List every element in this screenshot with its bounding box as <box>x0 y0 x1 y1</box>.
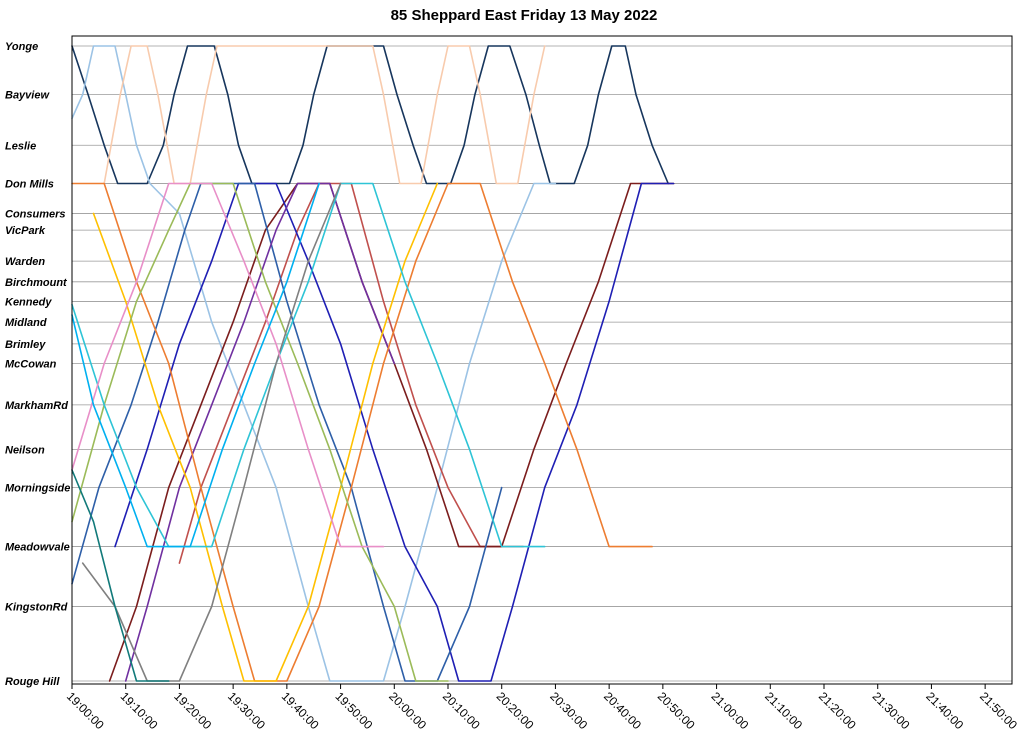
tick-label-1: 19:10:00 <box>118 689 161 732</box>
tick-label-3: 19:30:00 <box>225 689 268 732</box>
series-line-1 <box>71 45 557 682</box>
series-line-8 <box>71 182 653 682</box>
series-line-10 <box>71 182 449 682</box>
stop-label-vicpark: VicPark <box>5 225 46 237</box>
tick-label-5: 19:50:00 <box>332 689 375 732</box>
series-line-9 <box>92 182 439 682</box>
stop-label-meadowvale: Meadowvale <box>5 542 70 554</box>
tick-label-13: 21:10:00 <box>762 689 805 732</box>
series-line-12 <box>81 182 342 682</box>
stop-label-warden: Warden <box>5 256 45 268</box>
stop-label-bayview: Bayview <box>5 90 50 102</box>
tick-label-7: 20:10:00 <box>440 689 483 732</box>
series-group <box>71 45 675 682</box>
series-line-14 <box>71 469 170 682</box>
stop-label-birchmount: Birchmount <box>5 277 68 289</box>
tick-label-16: 21:40:00 <box>923 689 966 732</box>
tick-label-9: 20:30:00 <box>547 689 590 732</box>
tick-label-10: 20:40:00 <box>601 689 644 732</box>
tick-label-6: 20:00:00 <box>386 689 429 732</box>
stop-label-don-mills: Don Mills <box>5 179 54 191</box>
series-line-0 <box>71 45 670 185</box>
stop-label-midland: Midland <box>5 317 47 329</box>
series-line-3 <box>178 182 525 564</box>
stop-label-mccowan: McCowan <box>5 359 57 371</box>
tick-label-15: 21:30:00 <box>870 689 913 732</box>
stop-label-markhamrd: MarkhamRd <box>5 400 68 412</box>
stop-label-leslie: Leslie <box>5 140 36 152</box>
stop-label-morningside: Morningside <box>5 483 70 495</box>
stop-label-neilson: Neilson <box>5 444 45 456</box>
series-line-15 <box>71 182 320 548</box>
stop-label-rouge-hill: Rouge Hill <box>5 676 60 688</box>
tick-label-8: 20:20:00 <box>494 689 537 732</box>
series-line-5 <box>114 182 675 682</box>
stop-label-brimley: Brimley <box>5 339 46 351</box>
time-axis: 19:00:00 19:10:00 19:20:00 19:30:00 19:40:00… <box>64 684 1020 732</box>
tick-label-2: 19:20:00 <box>171 689 214 732</box>
chart-title: 85 Sheppard East Friday 13 May 2022 <box>391 7 658 24</box>
series-line-13 <box>71 182 385 548</box>
gridlines <box>72 45 1012 682</box>
tick-label-4: 19:40:00 <box>279 689 322 732</box>
series-line-2 <box>103 45 546 185</box>
tick-label-17: 21:50:00 <box>977 689 1020 732</box>
stop-label-kennedy: Kennedy <box>5 296 52 308</box>
stop-label-yonge: Yonge <box>5 41 38 53</box>
series-line-11 <box>71 182 546 548</box>
stop-label-kingstonrd: KingstonRd <box>5 602 68 614</box>
tick-label-12: 21:00:00 <box>708 689 751 732</box>
stop-labels: Yonge Bayview Leslie Don Mills Consumers VicP… <box>5 41 70 688</box>
plot-area <box>71 35 1013 685</box>
tick-label-0: 19:00:00 <box>64 689 107 732</box>
tick-label-11: 20:50:00 <box>655 689 698 732</box>
tick-label-14: 21:20:00 <box>816 689 859 732</box>
stop-label-consumers: Consumers <box>5 209 66 221</box>
